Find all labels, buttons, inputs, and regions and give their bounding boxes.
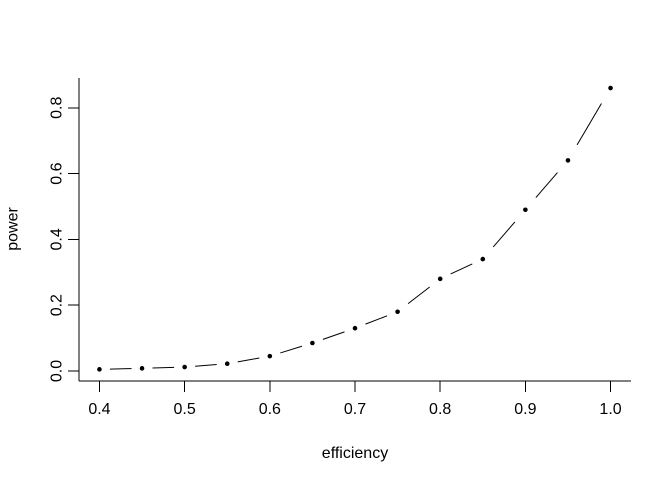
data-point bbox=[97, 367, 102, 372]
series-segment bbox=[322, 331, 345, 340]
data-point bbox=[224, 361, 230, 367]
y-axis-title: power bbox=[5, 207, 22, 251]
data-point bbox=[352, 325, 358, 331]
series-segment bbox=[492, 221, 516, 248]
series-segment bbox=[237, 357, 260, 363]
x-ticks bbox=[98, 381, 612, 392]
data-point bbox=[608, 85, 613, 91]
x-tick-label: 1.0 bbox=[599, 401, 621, 418]
series-segment bbox=[535, 172, 558, 198]
y-tick-label: 0.6 bbox=[49, 162, 66, 184]
series-segment bbox=[407, 286, 430, 305]
data-point bbox=[480, 256, 486, 262]
x-tick-label: 0.5 bbox=[174, 401, 196, 418]
series-points bbox=[97, 85, 613, 372]
x-axis-title: efficiency bbox=[322, 445, 388, 462]
x-tick-label: 0.6 bbox=[259, 401, 281, 418]
data-point bbox=[139, 366, 145, 371]
series-segment bbox=[365, 315, 388, 325]
x-tick-label: 0.9 bbox=[514, 401, 536, 418]
series-segment bbox=[152, 366, 175, 369]
series-segment bbox=[450, 263, 473, 275]
x-tick-label: 0.4 bbox=[88, 401, 110, 418]
data-point bbox=[523, 207, 528, 213]
y-tick-label: 0.2 bbox=[49, 294, 66, 316]
series-segment bbox=[280, 345, 303, 354]
data-point bbox=[310, 340, 315, 346]
y-tick-label: 0.4 bbox=[49, 228, 66, 250]
x-axis: 0.4 0.5 0.6 0.7 0.8 0.9 1.0 efficiency bbox=[79, 380, 631, 462]
y-ticks bbox=[68, 107, 79, 372]
x-tick-label: 0.8 bbox=[429, 401, 451, 418]
y-tick-labels: 0.0 0.2 0.4 0.6 0.8 bbox=[49, 97, 66, 383]
data-series bbox=[97, 85, 613, 372]
data-point bbox=[565, 158, 571, 163]
x-tick-label: 0.7 bbox=[344, 401, 366, 418]
series-segment bbox=[576, 103, 602, 146]
series-segment bbox=[109, 368, 132, 370]
data-point bbox=[267, 353, 273, 359]
y-axis: 0.0 0.2 0.4 0.6 0.8 power bbox=[5, 78, 80, 382]
y-tick-label: 0.8 bbox=[49, 97, 66, 119]
series-line-segments bbox=[109, 103, 602, 370]
y-tick-label: 0.0 bbox=[49, 360, 66, 382]
x-tick-labels: 0.4 0.5 0.6 0.7 0.8 0.9 1.0 bbox=[88, 401, 621, 418]
series-segment bbox=[195, 364, 217, 367]
data-point bbox=[182, 364, 187, 370]
data-point bbox=[437, 276, 443, 282]
data-point bbox=[395, 309, 400, 315]
